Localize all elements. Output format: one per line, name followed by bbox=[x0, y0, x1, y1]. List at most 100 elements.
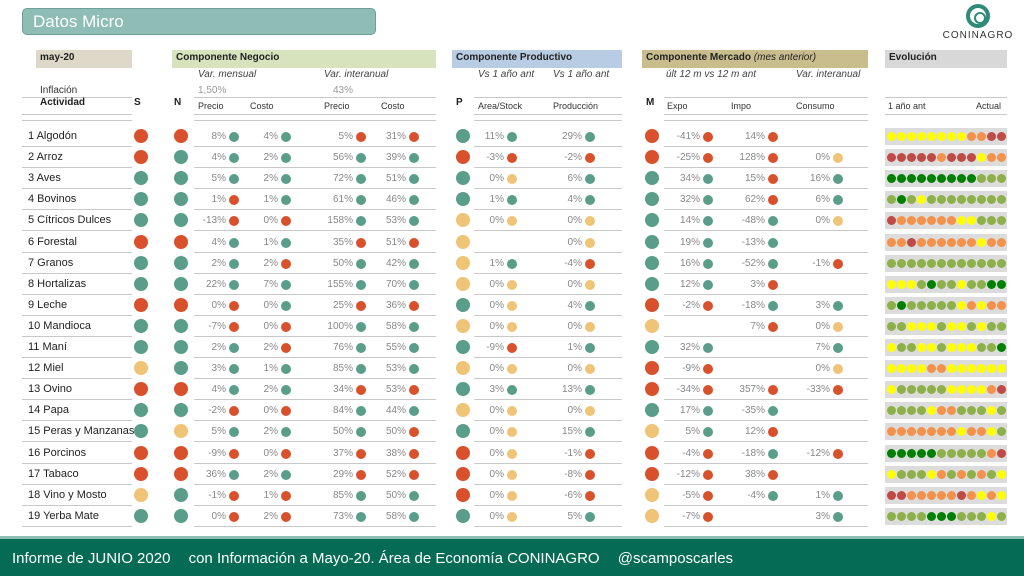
precio-mensual-indicator bbox=[229, 448, 239, 459]
evolucion-dot bbox=[976, 132, 986, 141]
evolucion-dot bbox=[986, 279, 996, 289]
costo-interanual-indicator bbox=[409, 279, 419, 290]
produccion-indicator bbox=[585, 469, 595, 480]
evolucion-dot bbox=[896, 258, 906, 268]
table-row: 11 Maní 2% 2% 76% 55% -9% 1% 32% 7% bbox=[0, 337, 1024, 358]
expo-indicator bbox=[703, 343, 713, 353]
evolucion-dot bbox=[956, 427, 966, 437]
p-indicator bbox=[456, 508, 470, 523]
costo-interanual-value: 70% bbox=[385, 278, 406, 290]
col-consumo: Consumo bbox=[796, 101, 835, 111]
area-stock-value: 0% bbox=[489, 363, 504, 375]
impo-value: 38% bbox=[744, 468, 765, 480]
costo-interanual-value: 39% bbox=[385, 152, 406, 164]
costo-mensual-indicator bbox=[281, 490, 291, 501]
evolucion-dot bbox=[916, 511, 926, 521]
m-indicator bbox=[645, 487, 659, 502]
s-indicator bbox=[134, 382, 148, 397]
evolucion-dot bbox=[996, 216, 1006, 226]
precio-mensual-value: 5% bbox=[211, 426, 226, 438]
impo-indicator bbox=[768, 174, 778, 185]
produccion-value: -1% bbox=[564, 447, 582, 459]
mercado-header: Componente Mercado (mes anterior) bbox=[642, 50, 868, 68]
impo-value: -52% bbox=[741, 257, 765, 269]
evolucion-dot bbox=[926, 343, 936, 352]
evolucion-dot bbox=[966, 216, 976, 226]
evolucion-dot bbox=[966, 469, 976, 479]
evolucion-dot bbox=[926, 511, 936, 521]
evolucion-dot bbox=[906, 385, 916, 395]
evolucion-dot bbox=[886, 132, 896, 141]
evolucion-dot bbox=[896, 364, 906, 374]
precio-interanual-indicator bbox=[356, 258, 366, 269]
productivo-header: Componente Productivo bbox=[452, 50, 622, 68]
n-indicator bbox=[174, 297, 188, 312]
evolucion-dot bbox=[956, 174, 966, 184]
expo-indicator bbox=[703, 132, 713, 142]
evolucion-dot bbox=[956, 258, 966, 268]
s-indicator bbox=[134, 276, 148, 291]
footer: Informe de JUNIO 2020 con Información a … bbox=[0, 536, 1024, 576]
area-stock-indicator bbox=[507, 174, 517, 185]
costo-mensual-value: 1% bbox=[263, 363, 278, 375]
evolucion-dot bbox=[986, 490, 996, 500]
precio-interanual-indicator bbox=[356, 300, 366, 311]
produccion-indicator bbox=[585, 195, 595, 206]
s-indicator bbox=[134, 129, 148, 143]
evolucion-bar bbox=[885, 191, 1007, 209]
evolucion-dot bbox=[946, 300, 956, 310]
evolucion-dot bbox=[996, 132, 1006, 141]
table-row: 13 Ovino 4% 2% 34% 53% 3% 13% -34% 357% -33% bbox=[0, 379, 1024, 401]
costo-mensual-indicator bbox=[281, 511, 291, 522]
impo-indicator bbox=[768, 216, 778, 227]
costo-mensual-indicator bbox=[281, 406, 291, 417]
n-indicator bbox=[174, 508, 188, 523]
evolucion-dot bbox=[966, 258, 976, 268]
activity-name: 1 Algodón bbox=[28, 130, 77, 142]
p-indicator bbox=[456, 171, 470, 186]
consumo-value: -12% bbox=[806, 447, 830, 459]
consumo-indicator bbox=[833, 258, 843, 269]
activity-name: 14 Papa bbox=[28, 404, 69, 417]
mercado-title: Componente Mercado bbox=[646, 52, 752, 63]
evolucion-dot bbox=[926, 195, 936, 205]
mercado-sub1: últ 12 m vs 12 m ant bbox=[666, 69, 757, 80]
evolucion-dot bbox=[946, 469, 956, 479]
col-actividad: Actividad bbox=[40, 97, 86, 108]
precio-interanual-indicator bbox=[356, 385, 366, 396]
produccion-value: 15% bbox=[561, 426, 582, 438]
expo-value: -7% bbox=[682, 510, 700, 522]
negocio-header: Componente Negocio bbox=[172, 50, 436, 68]
expo-indicator bbox=[703, 216, 713, 227]
impo-indicator bbox=[768, 385, 778, 396]
costo-interanual-value: 44% bbox=[385, 405, 406, 417]
expo-indicator bbox=[703, 300, 713, 311]
consumo-value: -1% bbox=[812, 257, 830, 269]
activity-name: 19 Yerba Mate bbox=[28, 509, 99, 522]
evolucion-dot bbox=[956, 153, 966, 163]
m-indicator bbox=[645, 361, 659, 376]
p-indicator bbox=[456, 340, 470, 354]
evolucion-dot bbox=[936, 364, 946, 374]
evolucion-dot bbox=[966, 427, 976, 437]
evolucion-dot bbox=[896, 511, 906, 521]
evolucion-dot bbox=[956, 511, 966, 521]
expo-value: 5% bbox=[685, 426, 700, 438]
expo-value: -34% bbox=[676, 384, 700, 396]
table-row: 2 Arroz 4% 2% 56% 39% -3% -2% -25% 128% 0% bbox=[0, 147, 1024, 169]
expo-value: 32% bbox=[679, 342, 700, 353]
evolucion-dot bbox=[886, 364, 896, 374]
evolucion-dot bbox=[996, 511, 1006, 521]
evolucion-dot bbox=[926, 132, 936, 141]
evolucion-dot bbox=[996, 448, 1006, 458]
area-stock-value: 1% bbox=[489, 257, 504, 269]
m-indicator bbox=[645, 213, 659, 228]
costo-mensual-indicator bbox=[281, 153, 291, 164]
n-indicator bbox=[174, 129, 188, 143]
n-indicator bbox=[174, 171, 188, 186]
evolucion-dot bbox=[916, 300, 926, 310]
coninagro-logo: CONINAGRO bbox=[936, 4, 1020, 46]
consumo-indicator bbox=[833, 300, 843, 311]
evolucion-dot bbox=[966, 153, 976, 163]
evolucion-dot bbox=[906, 448, 916, 458]
